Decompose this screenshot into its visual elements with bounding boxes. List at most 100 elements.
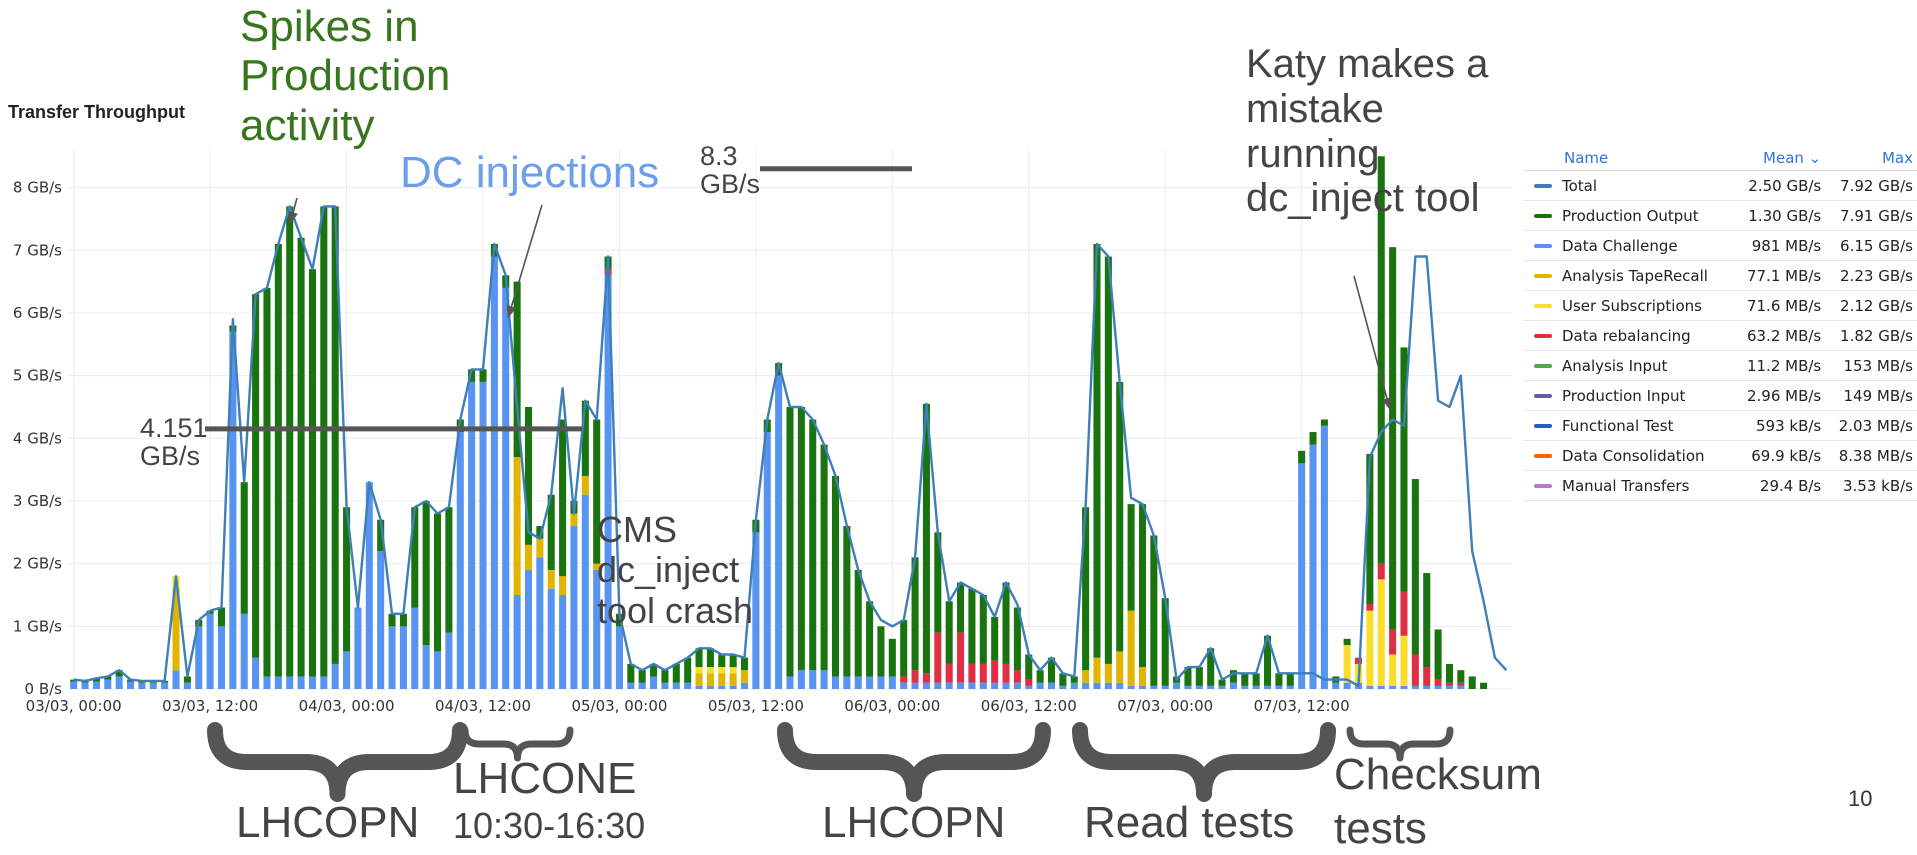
- bar-segment: [161, 682, 169, 689]
- legend-row[interactable]: Analysis Input 11.2 MB/s 153 MB/s: [1524, 350, 1917, 381]
- legend-swatch: [1534, 304, 1552, 308]
- legend-series-name[interactable]: User Subscriptions: [1524, 290, 1734, 321]
- katy-line-4: dc_inject tool: [1246, 176, 1480, 221]
- bar-segment: [399, 626, 407, 689]
- legend-row[interactable]: Manual Transfers 29.4 B/s 3.53 kB/s: [1524, 470, 1917, 501]
- legend-series-name[interactable]: Data Consolidation: [1524, 440, 1734, 471]
- bar-segment: [547, 494, 555, 570]
- bar-segment: [490, 256, 498, 689]
- bar-segment: [866, 601, 874, 677]
- dc-injections-arrow: [506, 204, 543, 319]
- bar-segment: [479, 381, 487, 689]
- bar-segment: [388, 626, 396, 689]
- legend-series-name[interactable]: Production Output: [1524, 200, 1734, 231]
- legend-header-max[interactable]: Max: [1825, 146, 1917, 171]
- bar-segment: [479, 369, 487, 382]
- brace-lhcone: [461, 726, 574, 762]
- legend-row[interactable]: Data Consolidation 69.9 kB/s 8.38 MB/s: [1524, 440, 1917, 471]
- legend-row[interactable]: Functional Test 593 kB/s 2.03 MB/s: [1524, 410, 1917, 441]
- total-series-line: [73, 205, 1508, 688]
- bar-segment: [1013, 607, 1021, 671]
- bar-segment: [604, 275, 612, 689]
- legend-row[interactable]: Data rebalancing 63.2 MB/s 1.82 GB/s: [1524, 320, 1917, 351]
- bar-segment: [1150, 535, 1158, 686]
- bar-segment: [1070, 682, 1078, 689]
- bar-segment: [797, 670, 805, 689]
- bar-segment: [274, 244, 282, 677]
- legend-series-label: Analysis Input: [1562, 356, 1668, 375]
- legend-row[interactable]: Production Input 2.96 MB/s 149 MB/s: [1524, 380, 1917, 411]
- bar-segment: [888, 676, 896, 689]
- bar-segment: [1025, 654, 1033, 680]
- bar-segment: [627, 682, 635, 689]
- bar-segment: [1343, 645, 1351, 683]
- bar-segment: [684, 657, 692, 683]
- bar-segment: [1445, 663, 1453, 683]
- y-tick-label: 8 GB/s: [13, 179, 62, 197]
- legend-row[interactable]: Analysis TapeRecall 77.1 MB/s 2.23 GB/s: [1524, 260, 1917, 291]
- bar-segment: [104, 679, 112, 689]
- bar-segment: [1389, 654, 1397, 686]
- legend-series-name[interactable]: Manual Transfers: [1524, 470, 1734, 501]
- bar-segment: [559, 419, 567, 577]
- legend-row[interactable]: Data Challenge 981 MB/s 6.15 GB/s: [1524, 230, 1917, 261]
- legend-max-value: 1.82 GB/s: [1825, 320, 1917, 351]
- legend-series-name[interactable]: Analysis Input: [1524, 350, 1734, 381]
- legend-series-name[interactable]: Analysis TapeRecall: [1524, 260, 1734, 291]
- bar-segment: [1229, 670, 1237, 683]
- legend-row[interactable]: User Subscriptions 71.6 MB/s 2.12 GB/s: [1524, 290, 1917, 321]
- legend-mean-value: 2.50 GB/s: [1733, 170, 1826, 201]
- bar-segment: [1002, 663, 1010, 683]
- brace-label-lhcopn-1: LHCOPN: [236, 798, 420, 847]
- bar-segment: [115, 676, 123, 689]
- y-tick-label: 7 GB/s: [13, 241, 62, 259]
- x-tick-label: 05/03, 00:00: [571, 697, 667, 715]
- y-tick-label: 2 GB/s: [13, 555, 62, 573]
- legend-max-value: 7.91 GB/s: [1825, 200, 1917, 231]
- legend-series-label: Total: [1562, 176, 1598, 195]
- brace-lhcopn-2: [777, 722, 1051, 802]
- legend-series-name[interactable]: Data rebalancing: [1524, 320, 1734, 351]
- legend-series-name[interactable]: Total: [1524, 170, 1734, 201]
- bar-segment: [240, 482, 248, 614]
- legend-series-label: Data Consolidation: [1562, 446, 1705, 465]
- bar-segment: [1127, 685, 1135, 689]
- brace-label-read-tests: Read tests: [1084, 798, 1295, 847]
- bar-segment: [1138, 685, 1146, 689]
- bar-segment: [979, 663, 987, 683]
- bar-segment: [615, 626, 623, 689]
- x-tick-label: 04/03, 12:00: [435, 697, 531, 715]
- legend-mean-value: 593 kB/s: [1733, 410, 1826, 441]
- bar-segment: [968, 588, 976, 664]
- bar-segment: [854, 676, 862, 689]
- legend-series-name[interactable]: Functional Test: [1524, 410, 1734, 441]
- legend-header-mean[interactable]: Mean ⌄: [1733, 146, 1826, 171]
- bar-segment: [672, 682, 680, 689]
- bar-segment: [1082, 670, 1090, 683]
- bar-segment: [661, 670, 669, 683]
- bar-segment: [684, 682, 692, 689]
- katy-arrow: [1353, 275, 1392, 411]
- legend-row[interactable]: Production Output 1.30 GB/s 7.91 GB/s: [1524, 200, 1917, 231]
- bar-segment: [331, 206, 339, 664]
- bar-segment: [513, 457, 521, 595]
- legend-mean-value: 63.2 MB/s: [1733, 320, 1826, 351]
- legend-header-name[interactable]: Name: [1524, 146, 1734, 171]
- bar-segment: [320, 206, 328, 677]
- legend-row[interactable]: Total 2.50 GB/s 7.92 GB/s: [1524, 170, 1917, 201]
- bar-segment: [638, 670, 646, 683]
- legend-mean-value: 11.2 MB/s: [1733, 350, 1826, 381]
- legend-max-value: 153 MB/s: [1825, 350, 1917, 381]
- brace-label-checksum-2: tests: [1334, 804, 1427, 853]
- legend-series-name[interactable]: Production Input: [1524, 380, 1734, 411]
- bar-segment: [1423, 667, 1431, 686]
- legend-swatch: [1534, 424, 1552, 428]
- bar-segment: [945, 601, 953, 664]
- legend-max-value: 2.23 GB/s: [1825, 260, 1917, 291]
- bar-segment: [627, 663, 635, 683]
- legend-mean-value: 69.9 kB/s: [1733, 440, 1826, 471]
- bar-segment: [70, 681, 78, 689]
- legend-series-name[interactable]: Data Challenge: [1524, 230, 1734, 261]
- legend-series-label: Functional Test: [1562, 416, 1674, 435]
